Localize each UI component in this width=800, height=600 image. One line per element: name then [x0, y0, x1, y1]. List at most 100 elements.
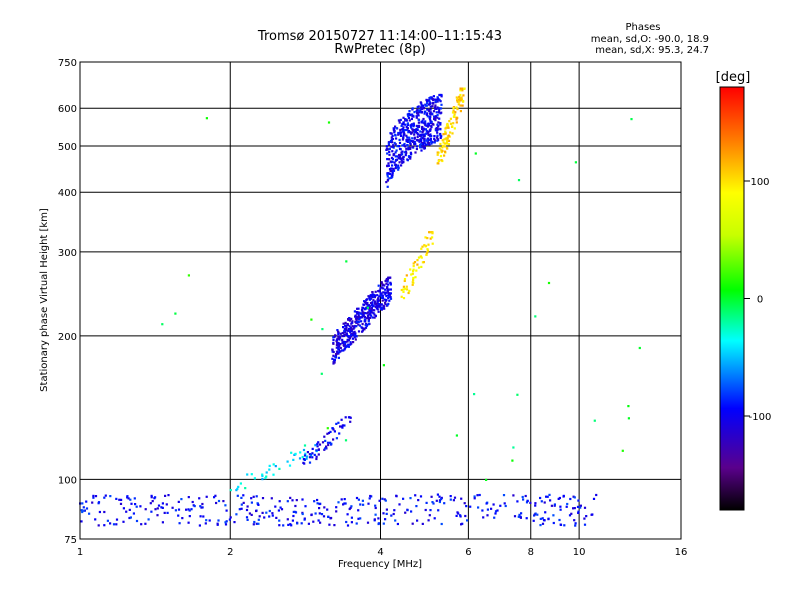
- data-point: [354, 317, 358, 320]
- data-point: [466, 519, 469, 522]
- x-tick-label: 8: [528, 547, 534, 558]
- data-point: [289, 496, 292, 499]
- data-point: [409, 497, 412, 500]
- data-point: [356, 317, 359, 320]
- data-point: [427, 122, 430, 125]
- data-point: [449, 495, 452, 498]
- data-point: [390, 174, 393, 177]
- data-point: [347, 318, 350, 321]
- data-point: [577, 510, 580, 513]
- data-point: [187, 274, 190, 277]
- data-point: [545, 495, 548, 498]
- data-point: [371, 293, 374, 296]
- data-point: [402, 134, 405, 137]
- data-point: [364, 312, 367, 315]
- data-point: [393, 129, 396, 133]
- data-point: [161, 521, 164, 524]
- data-point: [257, 503, 260, 506]
- data-point: [370, 304, 373, 307]
- data-point: [380, 282, 383, 285]
- data-point: [423, 122, 426, 125]
- data-point: [292, 510, 295, 513]
- data-point: [447, 126, 450, 129]
- data-point: [438, 499, 442, 502]
- data-point: [349, 331, 352, 334]
- data-point: [415, 128, 418, 131]
- colorbar-tick-label: 100: [750, 177, 769, 188]
- data-point: [402, 288, 405, 291]
- data-point: [328, 523, 331, 526]
- data-point: [229, 516, 232, 519]
- data-point: [255, 509, 258, 513]
- data-point: [389, 292, 392, 295]
- data-point: [417, 121, 420, 124]
- data-point: [188, 509, 191, 512]
- data-point: [171, 506, 174, 509]
- data-point: [291, 519, 294, 522]
- data-point: [150, 496, 153, 499]
- data-point: [449, 122, 453, 125]
- data-point: [355, 522, 358, 525]
- phases-heading: Phases: [625, 22, 660, 33]
- data-point: [595, 493, 598, 497]
- data-point: [290, 524, 293, 527]
- data-point: [372, 309, 375, 312]
- data-point: [271, 514, 274, 517]
- data-point: [133, 497, 136, 500]
- data-point: [387, 295, 391, 298]
- data-point: [443, 145, 447, 148]
- data-point: [420, 149, 423, 152]
- data-point: [593, 419, 596, 422]
- data-point: [348, 507, 351, 511]
- data-point: [345, 332, 348, 335]
- data-point: [199, 505, 202, 508]
- data-point: [345, 520, 348, 524]
- data-point: [228, 518, 231, 521]
- data-point: [455, 514, 458, 517]
- data-point: [386, 152, 389, 155]
- data-point: [416, 259, 419, 262]
- data-point: [377, 297, 380, 301]
- data-point: [406, 136, 409, 139]
- data-point: [397, 164, 400, 167]
- data-point: [320, 513, 324, 516]
- data-point: [350, 332, 353, 335]
- data-point: [317, 448, 320, 451]
- data-point: [577, 511, 580, 514]
- data-point: [558, 518, 561, 522]
- data-point: [426, 251, 429, 254]
- data-point: [398, 138, 401, 141]
- data-point: [440, 159, 443, 162]
- data-point: [421, 104, 424, 107]
- data-point: [393, 509, 396, 512]
- data-point: [140, 523, 143, 526]
- data-point: [388, 299, 391, 302]
- data-point: [347, 345, 350, 348]
- data-point: [389, 295, 392, 299]
- data-point: [177, 508, 181, 511]
- data-point: [526, 499, 529, 502]
- data-point: [402, 297, 406, 300]
- data-point: [296, 522, 299, 525]
- data-point: [343, 334, 346, 338]
- data-point: [258, 515, 261, 518]
- data-point: [426, 115, 429, 118]
- data-point: [389, 139, 393, 143]
- data-point: [350, 334, 353, 337]
- data-point: [384, 301, 387, 304]
- data-point: [429, 133, 432, 136]
- data-point: [333, 430, 336, 433]
- data-point: [420, 138, 423, 141]
- data-point: [547, 518, 550, 521]
- data-point: [406, 144, 409, 147]
- data-point: [384, 288, 387, 291]
- data-point: [261, 473, 264, 476]
- data-point: [423, 244, 426, 247]
- data-point: [348, 319, 352, 322]
- data-point: [333, 524, 336, 527]
- data-point: [335, 422, 338, 425]
- data-point: [339, 346, 342, 350]
- data-point: [376, 300, 379, 303]
- data-point: [311, 447, 314, 450]
- data-point: [357, 330, 361, 333]
